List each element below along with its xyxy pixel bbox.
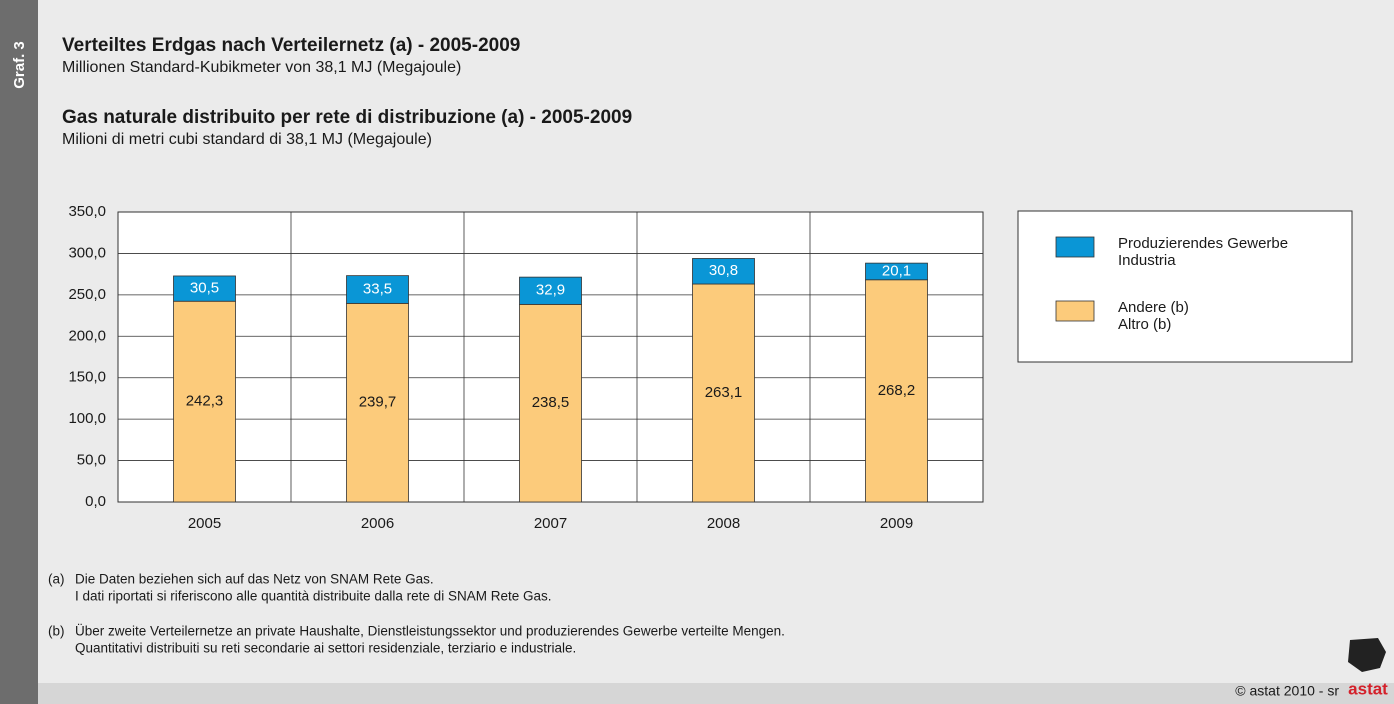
bar-segment <box>692 283 755 503</box>
bar-segment <box>519 303 582 503</box>
footer-strip <box>38 683 1394 704</box>
y-tick-label: 150,0 <box>68 369 106 386</box>
note-line: Die Daten beziehen sich auf das Netz von… <box>75 572 434 587</box>
y-tick-label: 50,0 <box>77 452 106 469</box>
subtitle-de: Millionen Standard-Kubikmeter von 38,1 M… <box>62 59 461 76</box>
x-tick-label: 2007 <box>534 515 567 532</box>
subtitle-it: Milioni di metri cubi standard di 38,1 M… <box>62 131 432 148</box>
bar-segment <box>346 302 409 503</box>
bar-segment <box>865 279 928 503</box>
note-line: Quantitativi distribuiti su reti seconda… <box>75 641 576 656</box>
x-tick-label: 2008 <box>707 515 740 532</box>
y-tick-label: 0,0 <box>85 493 106 510</box>
legend-label: Andere (b) <box>1118 299 1189 316</box>
value-label: 239,7 <box>359 394 397 411</box>
note-line: I dati riportati si riferiscono alle qua… <box>75 589 551 604</box>
value-label: 20,1 <box>882 262 911 279</box>
value-label: 238,5 <box>532 394 570 411</box>
logo-shape <box>1348 638 1386 672</box>
y-tick-label: 100,0 <box>68 410 106 427</box>
bar-segment <box>173 300 236 503</box>
legend <box>1017 210 1353 363</box>
legend-label-it: Altro (b) <box>1118 316 1171 333</box>
note-line: Über zweite Verteilernetze an private Ha… <box>75 624 785 639</box>
value-label: 30,8 <box>709 262 738 279</box>
legend-swatch <box>1055 236 1095 258</box>
note-marker: (b) <box>48 624 65 639</box>
side-label: Graf. 3 <box>11 41 28 89</box>
legend-label-it: Industria <box>1118 252 1176 269</box>
x-tick-label: 2006 <box>361 515 394 532</box>
bar-segment <box>173 275 236 302</box>
bar-segment <box>865 262 928 281</box>
y-tick-label: 350,0 <box>68 203 106 220</box>
legend-label: Produzierendes Gewerbe <box>1118 235 1288 252</box>
title-it: Gas naturale distribuito per rete di dis… <box>62 107 632 128</box>
y-tick-label: 250,0 <box>68 286 106 303</box>
value-label: 263,1 <box>705 384 743 401</box>
value-label: 32,9 <box>536 282 565 299</box>
note-marker: (a) <box>48 572 65 587</box>
side-strip <box>0 0 38 704</box>
title-de: Verteiltes Erdgas nach Verteilernetz (a)… <box>62 35 520 56</box>
y-tick-label: 200,0 <box>68 327 106 344</box>
value-label: 242,3 <box>186 393 224 410</box>
value-label: 30,5 <box>190 280 219 297</box>
x-tick-label: 2009 <box>880 515 913 532</box>
bar-segment <box>519 276 582 305</box>
value-label: 268,2 <box>878 382 916 399</box>
legend-swatch <box>1055 300 1095 322</box>
bar-segment <box>692 258 755 285</box>
value-label: 33,5 <box>363 280 392 297</box>
credit: © astat 2010 - sr <box>1235 683 1339 699</box>
bar-segment <box>346 275 409 304</box>
x-tick-label: 2005 <box>188 515 221 532</box>
logo: astat <box>1348 679 1388 698</box>
y-tick-label: 300,0 <box>68 244 106 261</box>
